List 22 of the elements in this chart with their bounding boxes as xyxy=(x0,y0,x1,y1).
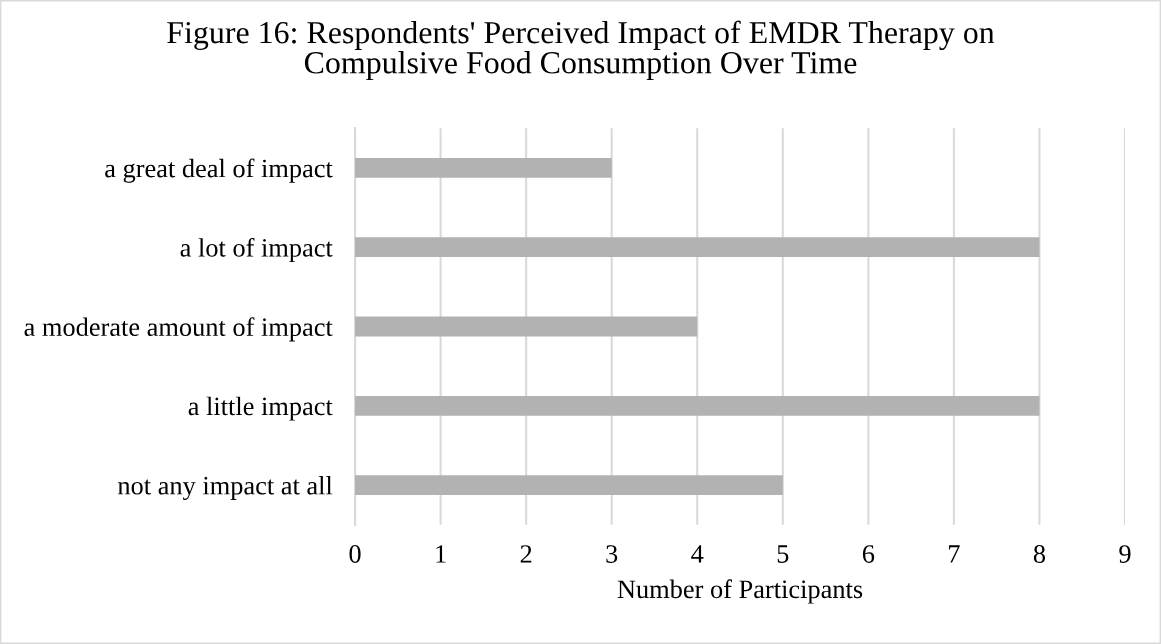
y-tick-label: a moderate amount of impact xyxy=(24,317,333,342)
bar xyxy=(355,237,1040,258)
y-tick-label: not any impact at all xyxy=(117,476,333,501)
x-tick-label: 5 xyxy=(777,545,789,563)
bar xyxy=(355,475,783,496)
bar xyxy=(355,157,612,178)
x-tick-label: 0 xyxy=(349,545,361,563)
x-tick-label: 3 xyxy=(606,545,618,563)
chart-title: Figure 16: Respondents' Perceived Impact of EMDR Therapy on Compulsive Food Consumption Over Time xyxy=(167,20,995,81)
bar xyxy=(355,316,698,337)
bar xyxy=(355,395,1040,416)
y-tick-label: a little impact xyxy=(188,396,333,421)
x-tick-label: 7 xyxy=(949,545,960,563)
x-tick-label: 9 xyxy=(1119,545,1131,563)
x-tick-label: 4 xyxy=(691,545,704,563)
y-tick-label: a great deal of impact xyxy=(105,158,333,183)
y-tick-label: a lot of impact xyxy=(180,237,333,263)
x-tick-label: 8 xyxy=(1033,545,1046,563)
x-tick-label: 2 xyxy=(520,545,532,563)
x-tick-label: 1 xyxy=(436,545,446,563)
x-tick-label: 6 xyxy=(862,545,875,563)
x-axis-title: Number of Participants xyxy=(617,579,863,604)
